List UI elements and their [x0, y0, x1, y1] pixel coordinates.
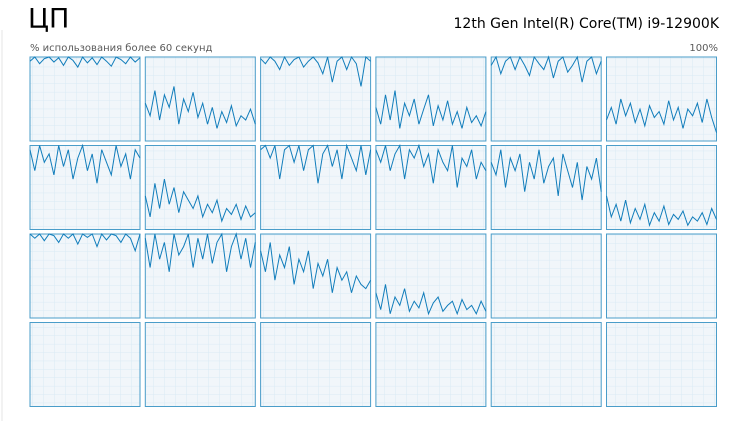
cpu-line — [260, 143, 372, 184]
cell — [29, 233, 141, 319]
cell — [375, 145, 487, 230]
cell — [260, 322, 372, 407]
cpu-line — [29, 56, 141, 69]
cell — [490, 322, 602, 407]
cell — [606, 145, 717, 230]
cell — [144, 145, 256, 230]
cell — [490, 56, 602, 142]
cell — [260, 56, 372, 142]
cell — [29, 56, 141, 142]
cell — [144, 322, 256, 407]
cell — [490, 145, 602, 230]
cell — [375, 56, 487, 142]
cell — [606, 322, 717, 407]
cpu-line — [144, 86, 256, 129]
cpu-line — [260, 242, 372, 293]
cpu-line — [490, 55, 602, 83]
cell — [375, 322, 487, 407]
usage-label: % использования более 60 секунд — [30, 43, 213, 54]
cpu-line — [29, 233, 141, 253]
cpu-line — [29, 143, 141, 184]
cell — [144, 56, 256, 142]
cpu-line — [144, 232, 256, 272]
cell — [490, 233, 602, 319]
cpu-line — [490, 149, 602, 201]
cell — [606, 56, 717, 142]
cpu-line — [260, 55, 371, 87]
cell — [375, 233, 487, 319]
cell — [29, 322, 141, 407]
cpu-line — [375, 284, 487, 316]
cpu-line — [144, 179, 256, 223]
cell — [606, 233, 717, 319]
cpu-line — [606, 98, 717, 133]
cpu-line — [375, 143, 487, 188]
graph-grid — [29, 55, 717, 407]
title: ЦП — [28, 4, 69, 35]
cpu-line — [606, 195, 717, 228]
cpu-line — [375, 90, 487, 129]
cpu-model: 12th Gen Intel(R) Core(TM) i9-12900K — [454, 16, 720, 32]
y-max-label: 100% — [689, 43, 718, 54]
